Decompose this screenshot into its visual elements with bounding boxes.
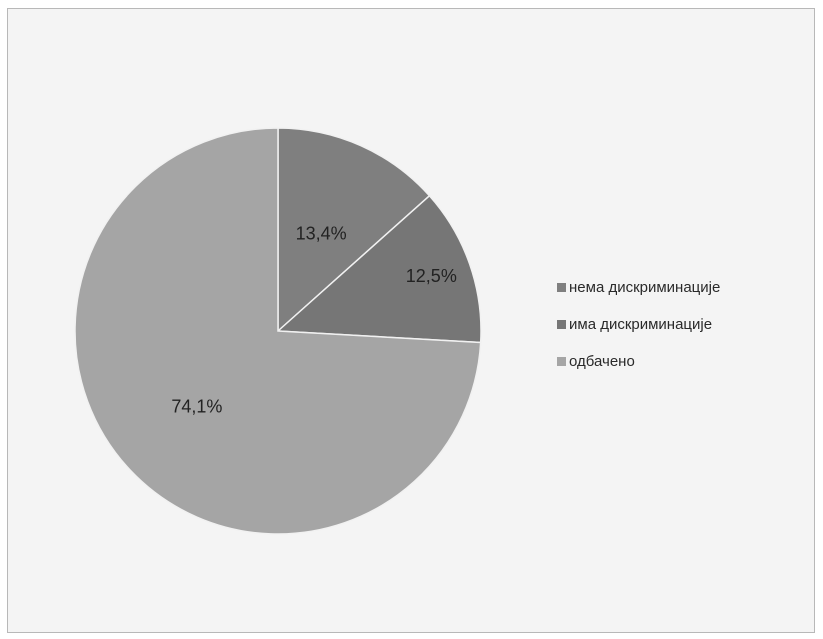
slice-discrimination <box>276 194 482 344</box>
legend-item-rejected: одбачено <box>557 352 720 370</box>
slice-no-discrimination <box>277 127 431 333</box>
legend-swatch-rejected <box>557 356 566 366</box>
legend-swatch-no-discrimination <box>557 282 566 292</box>
legend-label: одбачено <box>569 352 635 370</box>
legend-label: нема дискриминације <box>569 278 721 296</box>
legend: нема дискриминације има дискриминације о… <box>557 278 720 389</box>
legend-swatch-discrimination <box>557 319 566 329</box>
data-label-no-discrimination: 13,4% <box>296 223 347 243</box>
legend-label: има дискриминације <box>569 315 713 333</box>
legend-item-no-discrimination: нема дискриминације <box>557 278 720 296</box>
chart-area: 13,4% 12,5% 74,1% нема дискриминације има … <box>7 8 815 633</box>
legend-item-discrimination: има дискриминације <box>557 315 720 333</box>
data-label-discrimination: 12,5% <box>406 266 457 286</box>
slice-rejected <box>74 127 482 535</box>
pie-chart: 13,4% 12,5% 74,1% <box>74 127 482 535</box>
data-label-rejected: 74,1% <box>171 396 222 416</box>
